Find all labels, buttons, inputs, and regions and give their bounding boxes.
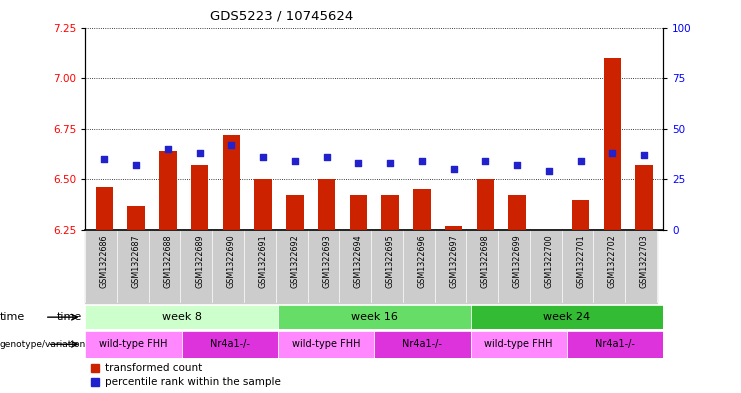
Text: transformed count: transformed count [105, 363, 203, 373]
Point [638, 152, 650, 158]
Text: GSM1322689: GSM1322689 [195, 234, 204, 288]
Bar [191, 165, 208, 230]
Point [606, 150, 618, 156]
Text: GSM1322694: GSM1322694 [353, 234, 363, 288]
Text: wild-type FHH: wild-type FHH [292, 339, 360, 349]
Text: GSM1322696: GSM1322696 [417, 234, 426, 288]
Text: GSM1322690: GSM1322690 [227, 234, 236, 288]
Text: wild-type FHH: wild-type FHH [485, 339, 553, 349]
Bar [318, 179, 335, 230]
Text: GSM1322697: GSM1322697 [449, 234, 458, 288]
Point [479, 158, 491, 164]
Text: Nr4a1-/-: Nr4a1-/- [402, 339, 442, 349]
Text: GSM1322703: GSM1322703 [639, 234, 648, 288]
Text: GSM1322687: GSM1322687 [131, 234, 141, 288]
Bar [96, 187, 113, 230]
Bar [182, 331, 278, 358]
Point [575, 158, 587, 164]
Text: Nr4a1-/-: Nr4a1-/- [595, 339, 635, 349]
Bar [91, 378, 99, 386]
Bar [604, 58, 621, 230]
Text: GSM1322699: GSM1322699 [513, 234, 522, 288]
Point [448, 166, 459, 172]
Bar [413, 189, 431, 230]
Text: GSM1322686: GSM1322686 [100, 234, 109, 288]
Text: time: time [0, 312, 25, 322]
Text: GSM1322691: GSM1322691 [259, 234, 268, 288]
Point [289, 158, 301, 164]
Text: time: time [56, 312, 82, 322]
Text: GSM1322688: GSM1322688 [163, 234, 173, 288]
Bar [286, 195, 304, 230]
Point [511, 162, 523, 168]
Text: GSM1322692: GSM1322692 [290, 234, 299, 288]
Bar [382, 195, 399, 230]
Text: GSM1322701: GSM1322701 [576, 234, 585, 288]
Text: GSM1322693: GSM1322693 [322, 234, 331, 288]
Point [130, 162, 142, 168]
Bar [159, 151, 176, 230]
Bar [567, 331, 663, 358]
Text: GSM1322700: GSM1322700 [545, 234, 554, 288]
Text: week 24: week 24 [543, 312, 591, 322]
Bar [636, 165, 653, 230]
Point [384, 160, 396, 166]
Text: percentile rank within the sample: percentile rank within the sample [105, 377, 282, 387]
Text: GSM1322702: GSM1322702 [608, 234, 617, 288]
Point [225, 142, 237, 148]
Bar [508, 195, 526, 230]
Bar [127, 206, 144, 230]
Bar [471, 305, 663, 329]
Bar [471, 331, 567, 358]
Point [321, 154, 333, 160]
Bar [254, 179, 272, 230]
Bar [476, 179, 494, 230]
Point [543, 168, 555, 174]
Point [99, 156, 110, 162]
Point [257, 154, 269, 160]
Bar [278, 331, 374, 358]
Text: week 8: week 8 [162, 312, 202, 322]
Text: GSM1322698: GSM1322698 [481, 234, 490, 288]
Text: genotype/variation: genotype/variation [0, 340, 86, 349]
Bar [278, 305, 471, 329]
Bar [91, 364, 99, 372]
Bar [222, 135, 240, 230]
Point [416, 158, 428, 164]
Text: GDS5223 / 10745624: GDS5223 / 10745624 [210, 10, 353, 23]
Bar [85, 331, 182, 358]
Point [353, 160, 365, 166]
Bar [572, 200, 589, 230]
Text: GSM1322695: GSM1322695 [385, 234, 395, 288]
Text: week 16: week 16 [350, 312, 398, 322]
Point [162, 146, 173, 152]
Bar [350, 195, 367, 230]
Text: wild-type FHH: wild-type FHH [99, 339, 167, 349]
Bar [85, 305, 278, 329]
Text: Nr4a1-/-: Nr4a1-/- [210, 339, 250, 349]
Bar [445, 226, 462, 230]
Bar [374, 331, 471, 358]
Point [193, 150, 205, 156]
